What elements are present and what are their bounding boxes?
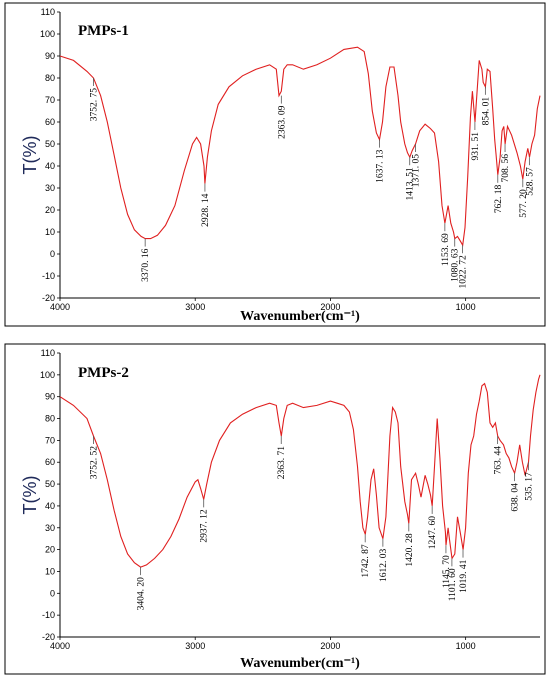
peak-label: 2363. 09 (277, 105, 287, 139)
x-tick-label: 3000 (185, 641, 205, 651)
peak-label: 1371. 05 (411, 154, 421, 188)
y-tick-label: 100 (40, 370, 55, 380)
peak-label: 2363. 71 (277, 446, 287, 480)
y-tick-label: 90 (45, 392, 55, 402)
y-tick-label: 60 (45, 117, 55, 127)
peak-label: 638. 04 (511, 483, 521, 512)
y-tick-label: 60 (45, 457, 55, 467)
y-tick-label: 110 (41, 7, 55, 17)
chart-title: PMPs-2 (78, 365, 129, 381)
peak-label: 1612. 03 (379, 548, 389, 582)
chart-frame (4, 343, 546, 675)
y-tick-label: -20 (42, 293, 55, 303)
x-tick-label: 4000 (50, 302, 70, 312)
peak-label: 762. 18 (494, 185, 504, 214)
peak-label: 1153. 69 (441, 233, 451, 266)
peak-label: 708. 56 (501, 154, 511, 183)
peak-label: 1742. 87 (361, 544, 371, 578)
y-tick-label: 30 (45, 523, 55, 533)
y-tick-label: 20 (45, 205, 55, 215)
y-tick-label: 80 (45, 414, 55, 424)
x-tick-label: 1000 (456, 641, 476, 651)
y-tick-label: -10 (42, 610, 55, 620)
y-tick-label: 20 (45, 545, 55, 555)
peak-label: 854. 01 (481, 97, 491, 126)
x-tick-label: 2000 (320, 302, 340, 312)
peak-label: 2937. 12 (200, 509, 210, 543)
peak-label: 1022. 72 (459, 255, 469, 289)
y-tick-label: 70 (45, 435, 55, 445)
chart-panel-pmps1: -20 -10 0 10 20 30 40 50 60 70 80 90 100 110 4000 3000 2… (4, 2, 546, 327)
x-axis-label: Wavenumber(cm⁻¹) (240, 656, 360, 671)
y-axis-label: T(%) (20, 476, 40, 515)
y-tick-label: 80 (45, 73, 55, 83)
peak-label: 1637. 13 (375, 149, 385, 183)
y-tick-label: 30 (45, 183, 55, 193)
peak-label: 1420. 28 (405, 533, 415, 567)
x-tick-label: 4000 (50, 641, 70, 651)
peak-label: 1145. 70 (442, 555, 452, 588)
y-tick-label: 100 (40, 29, 55, 39)
x-axis-label: Wavenumber(cm⁻¹) (240, 309, 360, 324)
x-tick-label: 2000 (320, 641, 340, 651)
y-tick-label: -10 (42, 271, 55, 281)
peak-label: 577. 20 (519, 189, 529, 218)
chart-title: PMPs-1 (78, 23, 129, 39)
chart-panel-pmps2: -20 -10 0 10 20 30 40 50 60 70 80 90 100 110 4000 3000 2… (4, 343, 546, 675)
peak-label: 528. 57 (525, 167, 535, 196)
y-tick-label: 0 (50, 249, 55, 259)
peak-label: 763. 44 (494, 446, 504, 475)
y-tick-label: 110 (41, 348, 55, 358)
peak-label: 3404. 20 (137, 577, 147, 611)
peak-label: 1080. 63 (451, 248, 461, 282)
y-tick-label: 40 (45, 161, 55, 171)
y-axis-label: T(%) (20, 136, 40, 175)
series-line (59, 374, 541, 568)
y-tick-label: 10 (45, 566, 55, 576)
y-tick-label: 50 (45, 139, 55, 149)
peak-label: 535. 17 (524, 472, 534, 501)
x-tick-label: 3000 (185, 302, 205, 312)
peak-label: 1413. 51 (406, 167, 416, 201)
y-tick-label: 10 (45, 227, 55, 237)
y-tick-label: -20 (42, 632, 55, 642)
y-tick-label: 0 (50, 588, 55, 598)
peak-label: 3370. 16 (141, 248, 151, 282)
peak-label: 3752. 75 (89, 88, 99, 122)
x-tick-label: 1000 (456, 302, 476, 312)
y-tick-label: 70 (45, 95, 55, 105)
series-line (59, 46, 541, 247)
peak-label: 1019. 41 (459, 559, 469, 593)
chart-frame (4, 2, 546, 327)
y-tick-label: 50 (45, 479, 55, 489)
peak-label: 1101. 60 (448, 568, 458, 601)
peak-label: 3752. 52 (89, 446, 99, 480)
peak-label: 1247. 60 (428, 516, 438, 550)
y-tick-label: 40 (45, 501, 55, 511)
peak-label: 2928. 14 (201, 193, 211, 227)
y-tick-label: 90 (45, 51, 55, 61)
peak-label: 931. 51 (471, 132, 481, 161)
